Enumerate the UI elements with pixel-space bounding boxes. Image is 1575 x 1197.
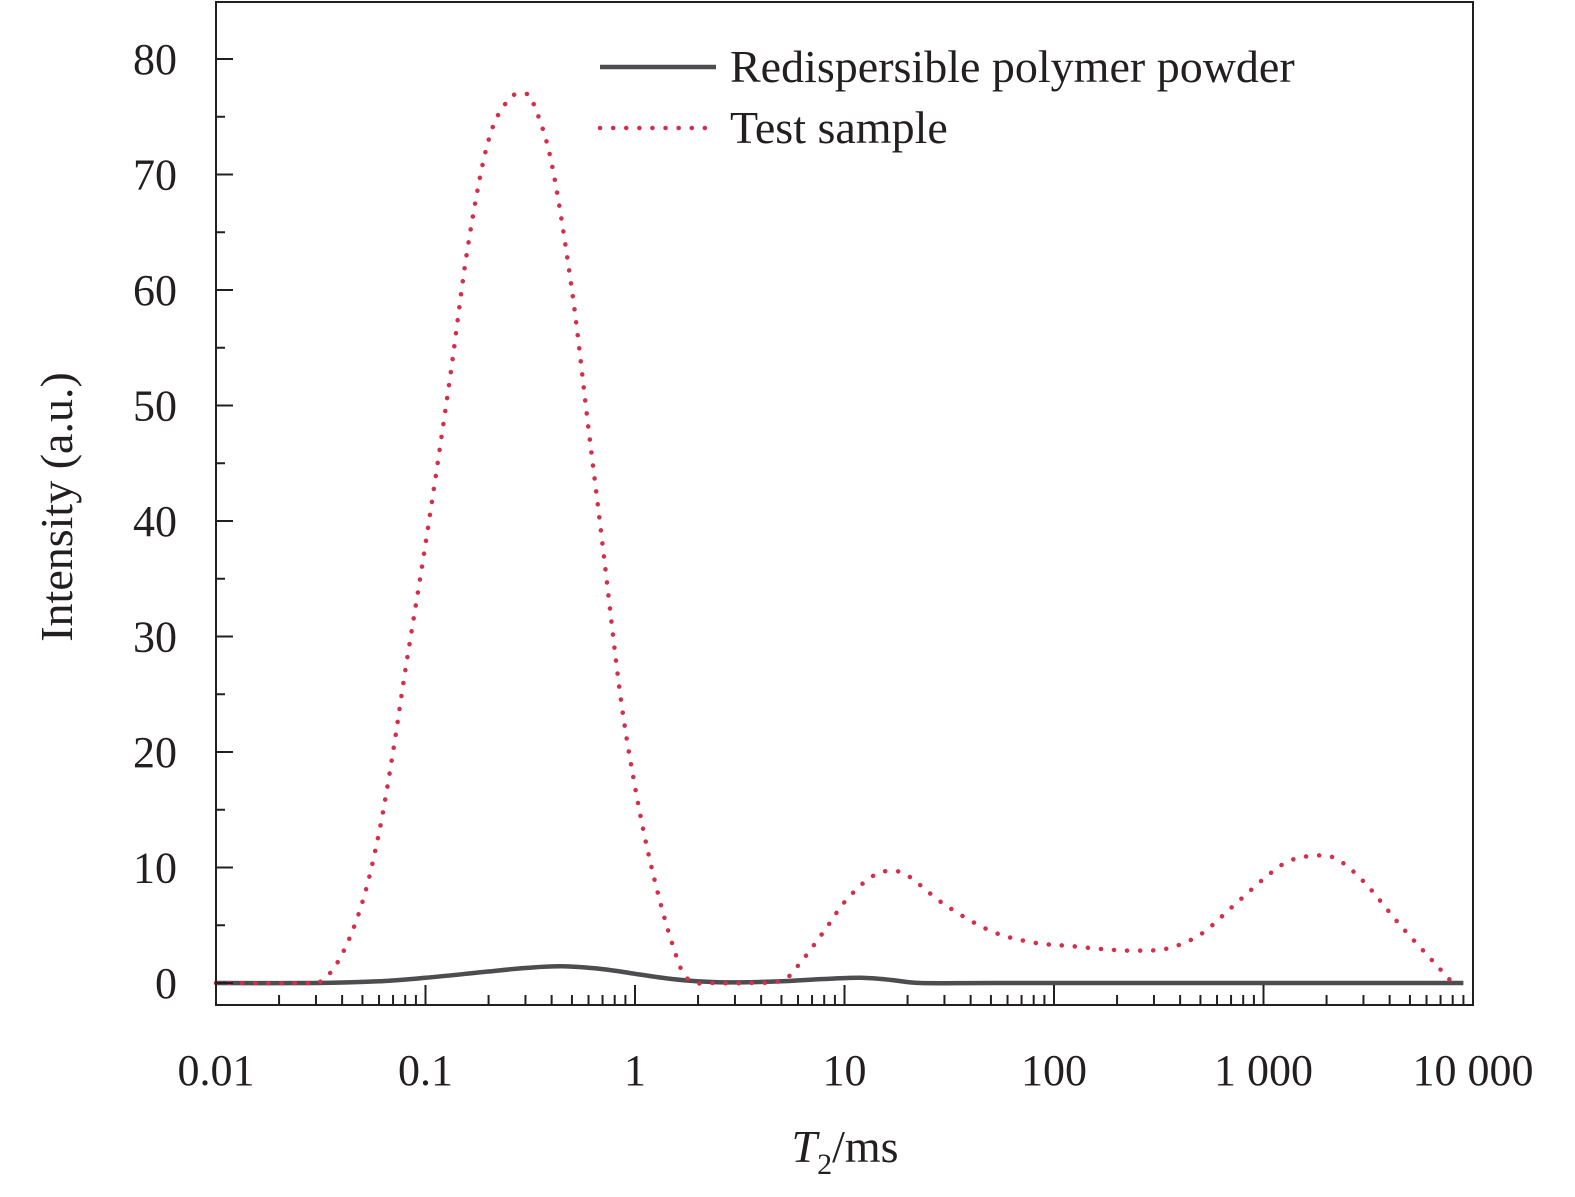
y-tick-label: 0 — [155, 959, 177, 1008]
x-tick-label: 10 000 — [1413, 1046, 1534, 1095]
legend-label: Redispersible polymer powder — [730, 41, 1295, 92]
legend-label: Test sample — [730, 102, 948, 153]
series-line-redispersible-polymer-powder — [215, 964, 1464, 986]
x-axis-title-subscript: 2 — [817, 1148, 832, 1181]
x-tick-label: 0.1 — [398, 1046, 453, 1095]
y-tick-label: 60 — [133, 266, 177, 315]
series-line-test-sample — [213, 90, 1455, 986]
x-tick-label: 100 — [1021, 1046, 1087, 1095]
x-axis-title-symbol: T — [791, 1121, 820, 1172]
y-tick-label: 10 — [133, 844, 177, 893]
y-tick-label: 70 — [133, 151, 177, 200]
series-layer — [213, 90, 1464, 986]
legend: Redispersible polymer powder Test sample — [597, 41, 1295, 153]
y-axis-title: Intensity (a.u.) — [31, 372, 82, 642]
y-tick-label: 30 — [133, 613, 177, 662]
y-tick-label: 40 — [133, 497, 177, 546]
x-tick-label: 1 000 — [1214, 1046, 1313, 1095]
y-tick-label: 20 — [133, 728, 177, 777]
x-axis-title: T2/ms — [791, 1121, 898, 1181]
y-tick-label: 80 — [133, 35, 177, 84]
x-axis-ticks: 0.01 0.1 1 10 100 1 000 10 000 — [178, 985, 1534, 1095]
x-axis-title-unit: /ms — [832, 1121, 898, 1172]
x-tick-label: 0.01 — [178, 1046, 255, 1095]
y-tick-label: 50 — [133, 382, 177, 431]
x-tick-label: 1 — [624, 1046, 646, 1095]
y-axis-ticks: 0 10 20 30 40 50 60 70 80 — [133, 35, 233, 1008]
x-tick-label: 10 — [823, 1046, 867, 1095]
